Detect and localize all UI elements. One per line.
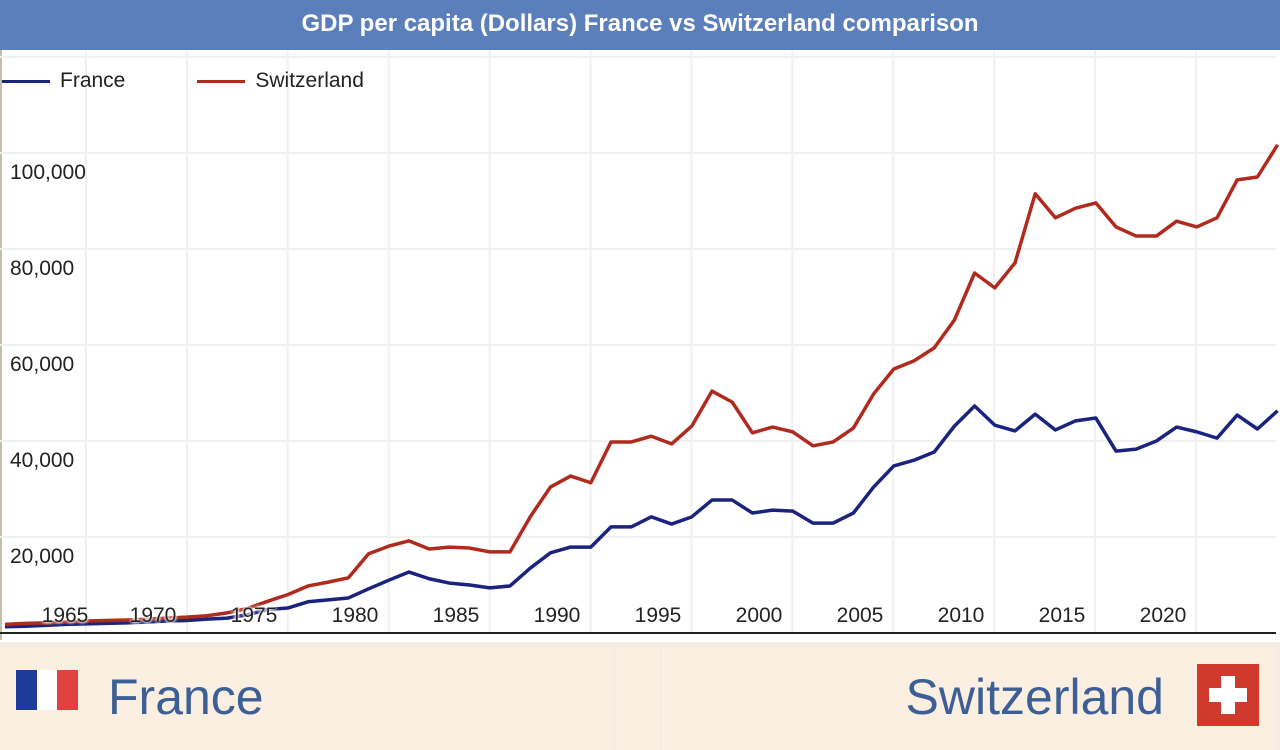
x-tick-label: 1985	[432, 604, 480, 627]
x-tick-label: 1965	[41, 604, 89, 627]
x-tick-label: 1975	[230, 604, 278, 627]
switzerland-name: Switzerland	[905, 669, 1164, 725]
x-tick-label: 2015	[1038, 604, 1086, 627]
y-tick-label: 40,000	[10, 449, 75, 472]
x-tick-label: 2005	[836, 604, 884, 627]
legend-label-switzerland: Switzerland	[255, 69, 364, 92]
line-chart	[0, 50, 1280, 634]
legend-item-switzerland[interactable]: Switzerland	[195, 69, 364, 93]
footer-spacer	[616, 648, 660, 750]
y-tick-label: 80,000	[10, 257, 75, 280]
series-lines	[4, 143, 1280, 629]
x-tick-label: 2000	[735, 604, 783, 627]
y-tick-label: 100,000	[10, 161, 86, 184]
legend-swatch-france	[2, 79, 50, 83]
legend-label-france: France	[60, 69, 126, 92]
y-tick-label: 60,000	[10, 353, 75, 376]
france-flag-icon	[16, 670, 79, 710]
country-footer: France Switzerland	[0, 642, 1280, 750]
x-tick-label: 1990	[533, 604, 581, 627]
grid	[0, 50, 1276, 633]
x-tick-label: 1995	[634, 604, 682, 627]
x-tick-label: 2020	[1139, 604, 1187, 627]
france-name: France	[108, 669, 264, 725]
x-tick-label: 1970	[129, 604, 177, 627]
series-line-france	[4, 404, 1279, 629]
legend: France Switzerland	[0, 66, 409, 96]
switzerland-flag-icon	[1197, 664, 1259, 726]
y-tick-label: 20,000	[10, 545, 75, 568]
chart-title: GDP per capita (Dollars) France vs Switz…	[0, 0, 1280, 50]
switzerland-panel[interactable]: Switzerland	[662, 648, 1276, 750]
legend-item-france[interactable]: France	[0, 69, 125, 93]
france-panel[interactable]: France	[0, 648, 612, 750]
x-tick-label: 1980	[331, 604, 379, 627]
series-line-switzerland	[4, 143, 1280, 627]
legend-swatch-switzerland	[197, 79, 246, 83]
x-tick-label: 2010	[937, 604, 985, 627]
